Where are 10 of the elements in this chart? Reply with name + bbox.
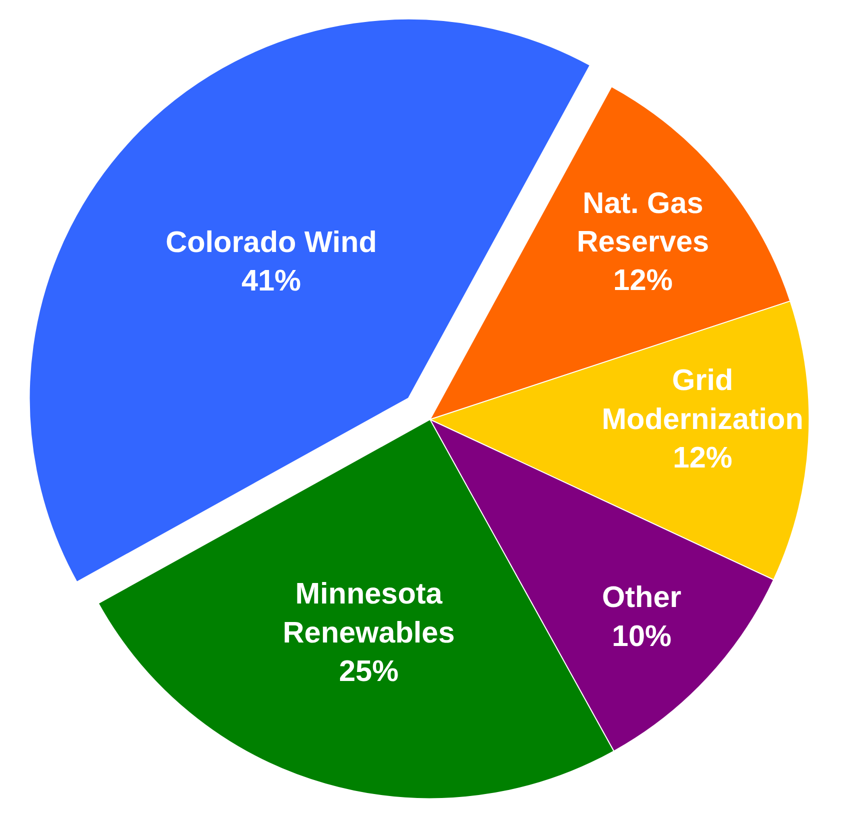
data-label: 41% [241,264,301,298]
slice-label: Other [602,581,682,614]
slice-label: Colorado Wind [166,226,377,259]
data-label: 12% [613,264,673,298]
data-label: 10% [612,620,672,653]
slice-label: Grid Modernization [602,364,804,436]
data-label: 12% [672,442,732,475]
data-label: 25% [339,655,399,688]
slice-label: Minnesota Renewables [282,578,455,650]
slice-label: Nat. Gas Reserves [576,186,710,259]
